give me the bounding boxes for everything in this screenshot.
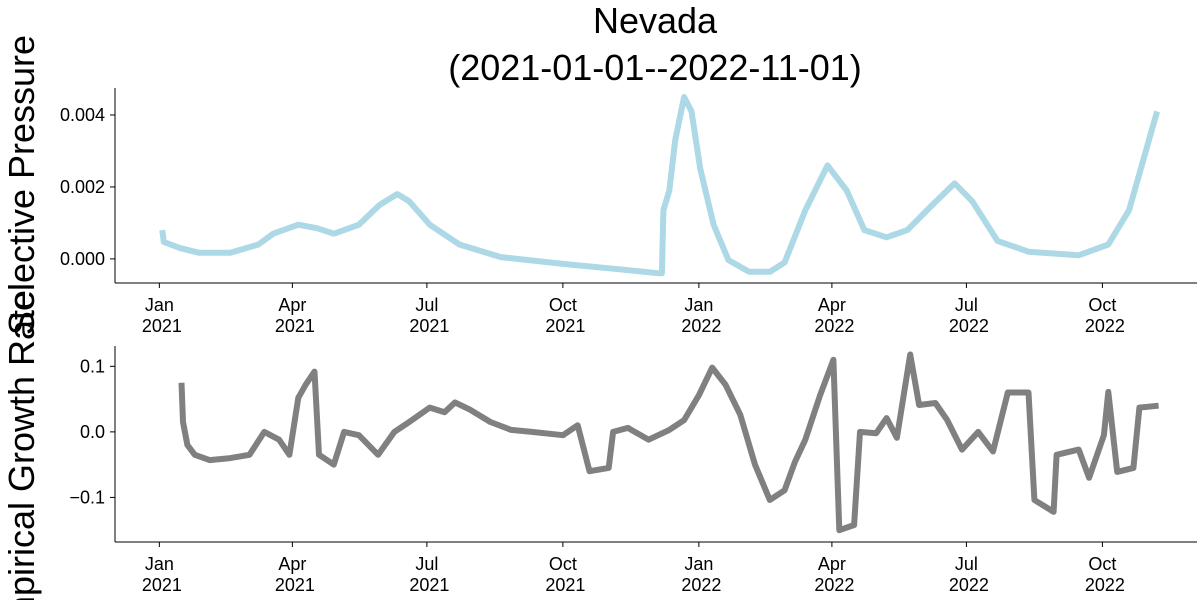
- y-axis-label: Empirical Growth Rate: [1, 290, 42, 600]
- x-tick-label: Jul 2021: [404, 295, 449, 336]
- x-tick-label: Jan 2022: [676, 554, 721, 595]
- x-tick-label: Jul 2021: [404, 554, 449, 595]
- data-line: [178, 351, 1159, 534]
- x-tick-label: Apr 2021: [270, 554, 315, 595]
- y-tick-label: 0.002: [60, 177, 105, 197]
- x-tick-label: Oct 2021: [540, 554, 585, 595]
- x-tick-label: Oct 2021: [540, 295, 585, 336]
- x-tick-label: Jul 2022: [944, 295, 989, 336]
- y-tick-label: 0.0: [80, 422, 105, 442]
- x-tick-label: Oct 2022: [1080, 554, 1125, 595]
- x-tick-label: Apr 2021: [270, 295, 315, 336]
- x-tick-label: Apr 2022: [809, 554, 854, 595]
- y-tick-label: 0.000: [60, 249, 105, 269]
- y-tick-label: −0.1: [69, 487, 105, 507]
- y-tick-label: 0.004: [60, 105, 105, 125]
- y-axis-label: Selective Pressure: [1, 35, 42, 335]
- x-tick-label: Jan 2022: [676, 295, 721, 336]
- y-tick-label: 0.1: [80, 356, 105, 376]
- data-line: [159, 94, 1160, 277]
- x-tick-label: Apr 2022: [809, 295, 854, 336]
- x-tick-label: Oct 2022: [1080, 295, 1125, 336]
- chart-subtitle: (2021-01-01--2022-11-01): [448, 47, 862, 88]
- chart-title: Nevada: [593, 0, 718, 41]
- x-tick-label: Jan 2021: [137, 295, 182, 336]
- x-tick-label: Jan 2021: [137, 554, 182, 595]
- x-tick-label: Jul 2022: [944, 554, 989, 595]
